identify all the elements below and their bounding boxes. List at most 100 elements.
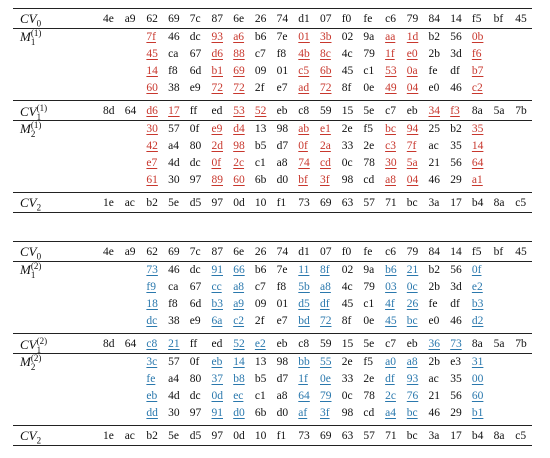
hex-byte: 46: [168, 31, 180, 43]
hex-byte: 67: [189, 281, 202, 293]
hex-byte: 72: [211, 82, 224, 94]
hex-byte: 17: [450, 430, 462, 442]
hex-byte: f8: [276, 48, 287, 60]
hex-byte: f0: [341, 13, 352, 25]
hex-byte: 0b: [471, 31, 484, 43]
hex-byte: c1: [363, 298, 375, 310]
hex-byte: c8: [298, 338, 310, 350]
hex-byte: 4c: [341, 281, 353, 293]
hex-byte: 78: [363, 157, 375, 169]
hex-byte: f8: [168, 65, 178, 77]
hex-byte: 59: [320, 105, 332, 117]
hex-byte: eb: [406, 105, 418, 117]
hex-byte: c7: [254, 48, 266, 60]
rule: [13, 425, 532, 426]
hex-byte: 74: [276, 246, 289, 258]
hex-byte: b7: [471, 65, 484, 77]
hex-byte: 29: [450, 407, 462, 419]
hex-byte: 46: [450, 315, 462, 327]
hex-byte: bc: [406, 197, 418, 209]
hex-byte: 5a: [493, 338, 505, 350]
hex-byte: 04: [406, 82, 419, 94]
label-scripts: (2) 1: [31, 262, 42, 280]
hex-byte: 6a: [211, 315, 223, 327]
hex-byte: b1: [211, 65, 224, 77]
hex-byte: a4: [168, 140, 179, 152]
rule: [13, 445, 532, 446]
hex-byte: 87: [211, 13, 224, 25]
hex-byte: eb: [276, 338, 288, 350]
hex-byte: 79: [363, 48, 375, 60]
hex-byte: 11: [298, 264, 310, 276]
row-label: CV0: [20, 245, 41, 264]
hex-byte: c3: [385, 140, 396, 152]
hex-byte: 63: [341, 430, 354, 442]
hex-byte: 0f: [471, 264, 482, 276]
hex-byte: 88: [233, 48, 245, 60]
label-base: CV: [20, 336, 37, 352]
rule: [13, 192, 532, 193]
hex-byte: 64: [298, 390, 310, 402]
hex-byte: 10: [254, 430, 267, 442]
hex-byte: e7: [276, 315, 288, 327]
hex-byte: 5e: [363, 105, 375, 117]
hex-byte: 7c: [189, 246, 201, 258]
hex-byte: 3f: [320, 174, 330, 186]
hex-byte: b5: [254, 373, 267, 385]
hex-byte: fe: [428, 298, 438, 310]
hex-byte: a8: [385, 174, 396, 186]
hex-byte: 6e: [233, 13, 245, 25]
hex-byte: 14: [233, 356, 245, 368]
hex-byte: 8d: [103, 105, 115, 117]
hex-byte: 13: [254, 356, 267, 368]
hex-byte: 15: [341, 105, 354, 117]
hex-byte: 0f: [298, 140, 308, 152]
label-sup: (1): [30, 120, 42, 130]
hex-byte: b4: [471, 197, 484, 209]
hex-byte: b6: [254, 264, 267, 276]
hex-byte: dc: [189, 390, 201, 402]
label-sub: 1: [30, 37, 36, 47]
hex-byte: 25: [428, 123, 441, 135]
hex-byte: 73: [146, 264, 158, 276]
hex-byte: eb: [276, 105, 288, 117]
hex-byte: df: [385, 373, 395, 385]
hex-byte: cd: [320, 157, 331, 169]
hex-byte: b2: [428, 264, 441, 276]
hex-byte: 4e: [103, 246, 114, 258]
hex-byte: 64: [124, 338, 137, 350]
hex-byte: 1e: [103, 430, 114, 442]
hex-byte: 0d: [233, 430, 245, 442]
hex-byte: 42: [146, 140, 158, 152]
hex-byte: d6: [211, 48, 224, 60]
hex-byte: b2: [428, 31, 441, 43]
hex-byte: a8: [276, 157, 288, 169]
hex-byte: 1f: [298, 373, 308, 385]
hex-byte: c7: [385, 338, 396, 350]
hex-byte: 73: [450, 338, 462, 350]
label-sub: 1: [36, 345, 42, 355]
hex-byte: bf: [493, 246, 504, 258]
hex-byte: 2d: [211, 140, 224, 152]
label-base: M: [20, 261, 31, 277]
hex-byte: b3: [211, 298, 224, 310]
label-sub: 2: [36, 435, 42, 446]
hex-byte: d5: [298, 298, 310, 310]
hex-byte: 45: [515, 13, 527, 25]
hex-byte: 56: [450, 390, 462, 402]
label-sub: 1: [36, 112, 42, 122]
hex-byte: 0d: [211, 390, 224, 402]
hex-byte: 8a: [471, 338, 483, 350]
label-sub: 0: [36, 251, 42, 262]
hex-byte: 2a: [320, 140, 331, 152]
hex-byte: f5: [363, 123, 373, 135]
hex-byte: 45: [146, 48, 158, 60]
hex-byte: c2: [471, 82, 483, 94]
hex-byte: 5a: [406, 157, 418, 169]
hex-byte: c8: [298, 105, 310, 117]
hex-byte: 3a: [428, 197, 440, 209]
hex-byte: dd: [146, 407, 158, 419]
label-sup: (2): [36, 336, 48, 346]
hex-byte: 5b: [298, 281, 310, 293]
hex-byte: d6: [146, 105, 158, 117]
